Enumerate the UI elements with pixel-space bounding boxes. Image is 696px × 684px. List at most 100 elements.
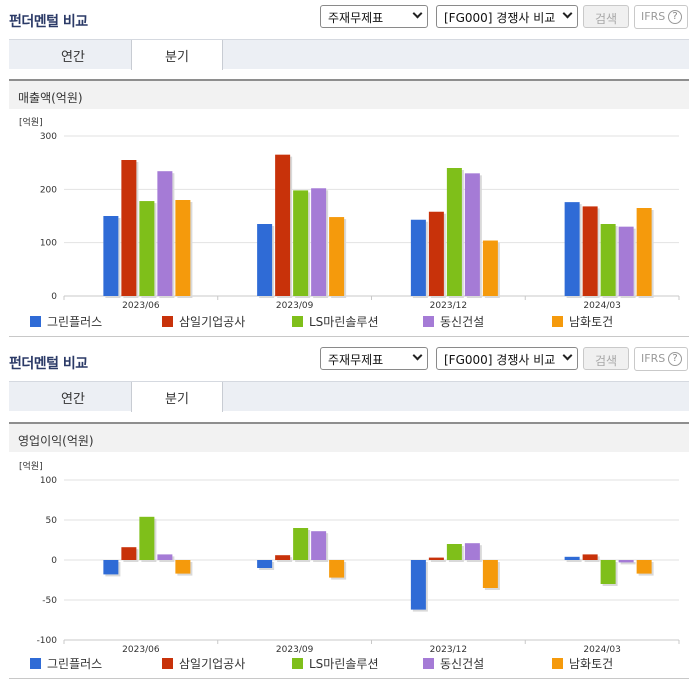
bar: [121, 547, 137, 560]
tab-quarterly[interactable]: 분기: [131, 40, 223, 70]
bar: [564, 556, 580, 560]
bar: [275, 154, 291, 296]
legend-item: 삼일기업공사: [162, 313, 246, 329]
y-tick-label: -50: [42, 596, 57, 606]
chart-title: 영업이익(억원): [9, 422, 689, 452]
help-icon: ?: [668, 352, 682, 366]
bar: [428, 211, 444, 296]
bar: [293, 190, 309, 296]
statement-select-value: 주재무제표: [328, 353, 384, 367]
ifrs-label: IFRS: [641, 352, 666, 365]
chevron-down-icon: [412, 350, 423, 361]
search-button[interactable]: 검색: [583, 347, 629, 370]
chevron-down-icon: [562, 350, 573, 361]
legend-item: LS마린솔루션: [292, 313, 379, 329]
bar: [157, 554, 173, 560]
bar: [139, 201, 155, 296]
page-title: 펀더멘털 비교: [9, 14, 88, 30]
x-tick-label: 2024/03: [583, 645, 620, 653]
legend-swatch: [292, 316, 303, 327]
legend-item: 남화토건: [552, 313, 614, 329]
bar: [482, 560, 498, 588]
panel-header: 펀더멘털 비교 주재무제표 [FG000] 경쟁사 비교 검색 IFRS ?: [0, 0, 696, 34]
tab-annual[interactable]: 연간: [61, 392, 85, 407]
panel-revenue: 펀더멘털 비교 주재무제표 [FG000] 경쟁사 비교 검색 IFRS ? 연…: [0, 0, 696, 337]
y-unit-label: [억원]: [19, 460, 43, 472]
bar: [482, 240, 498, 296]
legend-label: 그린플러스: [47, 657, 103, 671]
bar: [175, 560, 191, 574]
y-tick-label: 200: [40, 185, 57, 195]
period-tabs: 연간 분기: [9, 39, 689, 70]
x-tick-label: 2023/12: [430, 645, 467, 653]
bar: [103, 216, 119, 296]
bar: [464, 173, 480, 296]
statement-select-value: 주재무제표: [328, 11, 384, 25]
ifrs-button[interactable]: IFRS ?: [634, 5, 688, 29]
comparison-select-value: [FG000] 경쟁사 비교: [444, 353, 556, 367]
tab-quarterly[interactable]: 분기: [131, 382, 223, 412]
y-tick-label: 0: [51, 556, 57, 566]
legend-label: LS마린솔루션: [309, 657, 379, 671]
bar-shadow: [566, 558, 582, 562]
bar: [410, 219, 426, 296]
legend-swatch: [423, 658, 434, 669]
legend-item: 남화토건: [552, 655, 614, 671]
bar: [636, 560, 652, 574]
comparison-select[interactable]: [FG000] 경쟁사 비교: [436, 5, 578, 28]
legend-swatch: [30, 658, 41, 669]
legend-label: 남화토건: [569, 315, 614, 329]
bar: [121, 160, 137, 296]
panel-header: 펀더멘털 비교 주재무제표 [FG000] 경쟁사 비교 검색 IFRS ?: [0, 342, 696, 376]
x-tick-label: 2023/09: [276, 645, 314, 653]
search-button[interactable]: 검색: [583, 5, 629, 28]
legend-label: 남화토건: [569, 657, 614, 671]
legend-swatch: [552, 316, 563, 327]
bar: [618, 560, 634, 563]
operating-income-chart: [억원] -100 -50 0 50 100 2023/06 2023/09 2023/12 20…: [19, 460, 680, 653]
legend-item: LS마린솔루션: [292, 655, 379, 671]
bar: [103, 560, 119, 575]
legend-swatch: [552, 658, 563, 669]
legend-label: 그린플러스: [47, 315, 103, 329]
chevron-down-icon: [562, 8, 573, 19]
x-tick-label: 2023/12: [430, 301, 467, 309]
ifrs-label: IFRS: [641, 10, 666, 23]
bar: [582, 554, 598, 560]
legend-item: 그린플러스: [30, 655, 103, 671]
bar-shadow: [620, 562, 636, 565]
bar: [157, 171, 173, 296]
legend-label: LS마린솔루션: [309, 315, 379, 329]
chevron-down-icon: [412, 8, 423, 19]
bar: [311, 531, 327, 560]
bar: [582, 206, 598, 296]
bar: [257, 224, 273, 296]
page-title: 펀더멘털 비교: [9, 356, 88, 372]
ifrs-button[interactable]: IFRS ?: [634, 347, 688, 371]
bar: [329, 560, 345, 578]
chart-legend: 그린플러스 삼일기업공사 LS마린솔루션 동신건설 남화토건: [30, 313, 670, 329]
bar: [428, 557, 444, 560]
legend-item: 그린플러스: [30, 313, 103, 329]
tab-annual[interactable]: 연간: [61, 50, 85, 65]
help-icon: ?: [668, 10, 682, 24]
comparison-select[interactable]: [FG000] 경쟁사 비교: [436, 347, 578, 370]
legend-item: 동신건설: [423, 655, 484, 671]
x-tick-label: 2023/06: [122, 645, 160, 653]
bar: [139, 516, 155, 560]
y-tick-label: -100: [37, 636, 58, 646]
bar: [464, 543, 480, 560]
bar-shadow: [430, 559, 446, 562]
legend-swatch: [162, 658, 173, 669]
legend-label: 삼일기업공사: [179, 315, 246, 329]
bar: [329, 217, 345, 296]
y-tick-label: 300: [40, 132, 57, 142]
panel-operating-income: 펀더멘털 비교 주재무제표 [FG000] 경쟁사 비교 검색 IFRS ? 연…: [0, 342, 696, 684]
revenue-chart: [억원] 0 100 200 300 2023/06 2023/09 2023/12 2024/…: [19, 116, 680, 309]
bar: [410, 560, 426, 610]
bar: [564, 202, 580, 296]
divider: [9, 678, 689, 679]
statement-select[interactable]: 주재무제표: [320, 5, 428, 28]
statement-select[interactable]: 주재무제표: [320, 347, 428, 370]
legend-label: 동신건설: [440, 315, 485, 329]
